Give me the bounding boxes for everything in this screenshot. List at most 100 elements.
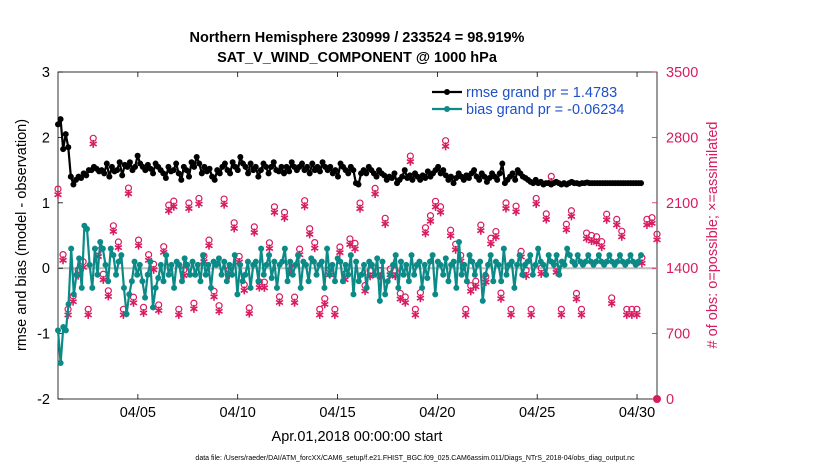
bias-point bbox=[168, 261, 175, 268]
obs-assimilated-point bbox=[406, 157, 415, 166]
obs-assimilated-stroke bbox=[638, 260, 646, 267]
rmse-point bbox=[332, 167, 339, 174]
obs-assimilated-point bbox=[250, 228, 259, 237]
bias-point bbox=[155, 275, 162, 282]
bias-point bbox=[482, 271, 489, 278]
obs-assimilated-stroke bbox=[532, 201, 541, 207]
bias-point bbox=[556, 271, 563, 278]
obs-assimilated-stroke bbox=[557, 312, 566, 318]
bias-point bbox=[242, 271, 249, 278]
rmse-point bbox=[450, 180, 457, 187]
obs-assimilated-point bbox=[587, 237, 596, 246]
bias-point bbox=[115, 258, 122, 265]
obs-assimilated-point bbox=[487, 239, 495, 248]
y-left-tick-label: -1 bbox=[37, 327, 50, 343]
legend-bias-marker bbox=[444, 106, 450, 112]
rmse-point bbox=[106, 173, 113, 180]
obs-assimilated-stroke bbox=[260, 285, 269, 291]
obs-assimilated-point bbox=[446, 231, 455, 240]
bias-point bbox=[419, 284, 426, 291]
bias-point bbox=[376, 297, 383, 304]
obs-assimilated-stroke bbox=[159, 249, 168, 256]
obs-assimilated-stroke bbox=[336, 249, 344, 256]
bias-point bbox=[91, 245, 98, 252]
obs-assimilated-point bbox=[542, 215, 551, 224]
chart-title-line-2: SAT_V_WIND_COMPONENT @ 1000 hPa bbox=[217, 50, 498, 66]
rmse-point bbox=[401, 167, 408, 174]
rmse-point bbox=[265, 170, 272, 177]
obs-assimilated-stroke bbox=[602, 217, 611, 223]
bias-point bbox=[329, 261, 336, 268]
obs-assimilated-stroke bbox=[612, 222, 621, 228]
obs-assimilated-point bbox=[643, 220, 651, 229]
bias-point bbox=[540, 261, 547, 268]
obs-end-marker bbox=[653, 395, 661, 403]
obs-assimilated-stroke bbox=[572, 296, 581, 302]
rmse-point bbox=[512, 176, 519, 183]
obs-assimilated-stroke bbox=[492, 234, 500, 240]
rmse-point bbox=[185, 173, 192, 180]
bias-point bbox=[205, 261, 212, 268]
bias-point bbox=[395, 284, 402, 291]
bias-point bbox=[485, 261, 492, 268]
rmse-point bbox=[252, 163, 259, 170]
obs-assimilated-stroke bbox=[280, 215, 289, 221]
bias-point bbox=[487, 252, 494, 259]
bias-point bbox=[76, 255, 83, 262]
obs-assimilated-stroke bbox=[461, 312, 470, 318]
bias-series bbox=[55, 222, 645, 367]
obs-assimilated-point bbox=[336, 248, 344, 257]
obs-assimilated-stroke bbox=[356, 205, 364, 212]
obs-assimilated-stroke bbox=[411, 312, 420, 318]
obs-assimilated-point bbox=[612, 220, 621, 229]
bias-point bbox=[268, 275, 275, 282]
bias-point bbox=[231, 252, 238, 259]
bias-point bbox=[363, 284, 370, 291]
bias-point bbox=[292, 261, 299, 268]
rmse-point bbox=[124, 163, 131, 170]
obs-assimilated-point bbox=[290, 298, 299, 307]
rmse-point bbox=[388, 174, 395, 181]
rmse-point bbox=[440, 167, 447, 174]
rmse-point bbox=[57, 116, 64, 123]
obs-assimilated-point bbox=[632, 310, 641, 319]
x-tick-label: 04/15 bbox=[319, 405, 355, 421]
obs-assimilated-stroke bbox=[607, 300, 616, 307]
rmse-point bbox=[206, 165, 213, 172]
rmse-point bbox=[193, 154, 200, 161]
obs-assimilated-stroke bbox=[381, 221, 390, 227]
bias-point bbox=[279, 258, 286, 265]
obs-assimilated-point bbox=[330, 310, 339, 319]
bias-point bbox=[213, 261, 220, 268]
bias-point bbox=[160, 278, 167, 285]
rmse-point bbox=[278, 163, 285, 170]
bias-point bbox=[490, 278, 497, 285]
obs-assimilated-point bbox=[622, 310, 631, 319]
bias-point bbox=[131, 258, 138, 265]
obs-assimilated-stroke bbox=[471, 284, 480, 290]
obs-assimilated-stroke bbox=[205, 243, 213, 249]
bias-point bbox=[163, 252, 170, 259]
bias-point bbox=[57, 360, 64, 367]
bias-point bbox=[450, 258, 457, 265]
bias-point bbox=[84, 225, 91, 232]
y-right-tick-label: 1400 bbox=[666, 261, 698, 277]
obs-assimilated-point bbox=[577, 310, 586, 319]
bias-point bbox=[550, 261, 557, 268]
bias-point bbox=[603, 258, 610, 265]
bias-point bbox=[403, 261, 410, 268]
obs-assimilated-point bbox=[129, 298, 138, 307]
legend-bias-label: bias grand pr = -0.06234 bbox=[466, 102, 624, 118]
bias-point bbox=[70, 291, 77, 298]
bias-point bbox=[371, 271, 378, 278]
obs-assimilated-point bbox=[84, 310, 93, 319]
bias-point bbox=[432, 291, 439, 298]
obs-assimilated-point bbox=[205, 241, 213, 250]
rmse-point bbox=[234, 167, 241, 174]
bias-point bbox=[318, 258, 325, 265]
bias-point bbox=[194, 261, 201, 268]
obs-assimilated-point bbox=[139, 308, 148, 317]
bias-point bbox=[289, 271, 296, 278]
bias-point bbox=[429, 252, 436, 259]
